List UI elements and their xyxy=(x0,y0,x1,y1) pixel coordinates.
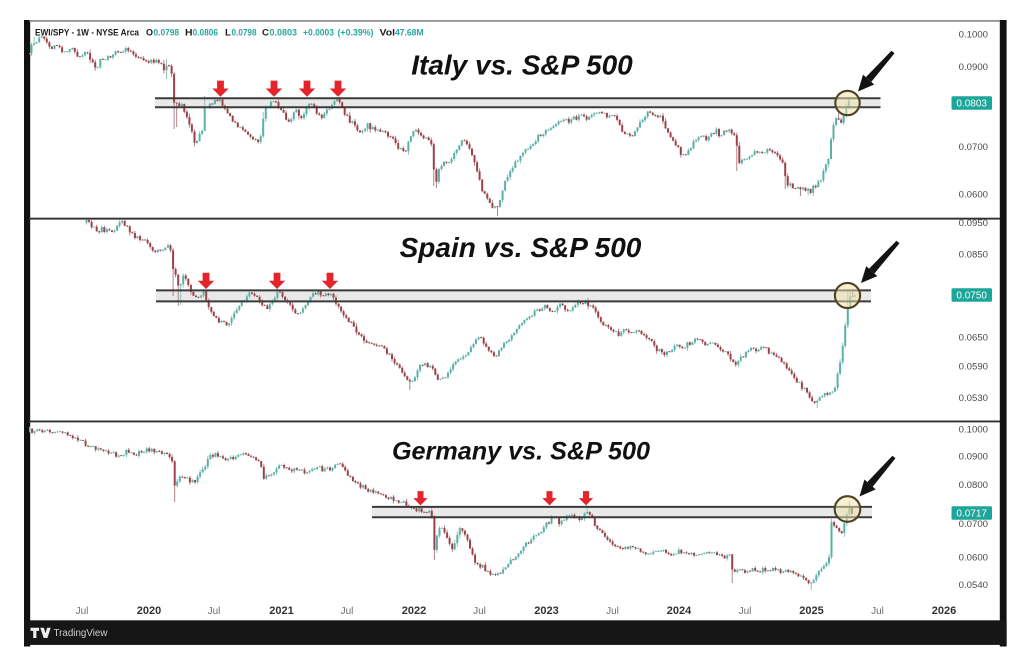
svg-text:+0.0003: +0.0003 xyxy=(303,27,334,38)
svg-text:Vol: Vol xyxy=(380,27,396,38)
svg-text:2020: 2020 xyxy=(137,605,161,617)
svg-text:Germany vs. S&P 500: Germany vs. S&P 500 xyxy=(392,438,650,466)
svg-text:0.1000: 0.1000 xyxy=(959,425,988,436)
svg-text:H: H xyxy=(185,27,193,38)
svg-text:0.1000: 0.1000 xyxy=(959,30,988,41)
svg-text:(+0.39%): (+0.39%) xyxy=(338,27,374,38)
svg-text:Spain vs. S&P 500: Spain vs. S&P 500 xyxy=(400,232,642,263)
svg-text:0.0700: 0.0700 xyxy=(959,142,988,153)
svg-text:0.0540: 0.0540 xyxy=(959,580,988,591)
svg-text:0.0806: 0.0806 xyxy=(193,27,219,38)
svg-text:0.0700: 0.0700 xyxy=(959,519,988,530)
svg-text:2025: 2025 xyxy=(799,605,823,617)
svg-text:L: L xyxy=(225,27,231,38)
svg-text:0.0850: 0.0850 xyxy=(959,250,988,261)
svg-text:EWI/SPY - 1W - NYSE Arca: EWI/SPY - 1W - NYSE Arca xyxy=(35,27,140,38)
svg-text:0.0600: 0.0600 xyxy=(959,553,988,564)
svg-text:47.68M: 47.68M xyxy=(395,27,424,38)
svg-text:0.0798: 0.0798 xyxy=(154,27,180,38)
svg-text:Jul: Jul xyxy=(871,606,884,617)
svg-text:Jul: Jul xyxy=(606,606,619,617)
svg-text:Jul: Jul xyxy=(473,606,486,617)
svg-text:0.0530: 0.0530 xyxy=(959,393,988,404)
svg-text:0.0590: 0.0590 xyxy=(959,362,988,373)
svg-text:2022: 2022 xyxy=(402,605,426,617)
svg-text:0.0600: 0.0600 xyxy=(959,190,988,201)
svg-text:2026: 2026 xyxy=(932,605,956,617)
svg-text:2023: 2023 xyxy=(534,605,558,617)
svg-text:0.0650: 0.0650 xyxy=(959,333,988,344)
svg-text:0.0803: 0.0803 xyxy=(956,99,987,110)
svg-text:0.0900: 0.0900 xyxy=(959,452,988,463)
svg-text:0.0750: 0.0750 xyxy=(956,291,987,302)
svg-text:0.0717: 0.0717 xyxy=(956,509,987,520)
svg-text:0.0803: 0.0803 xyxy=(270,27,298,38)
svg-text:Jul: Jul xyxy=(76,606,89,617)
svg-text:TradingView: TradingView xyxy=(54,628,109,639)
svg-text:2021: 2021 xyxy=(269,605,293,617)
svg-text:0.0798: 0.0798 xyxy=(232,27,258,38)
svg-text:2024: 2024 xyxy=(667,605,692,617)
svg-text:Italy vs. S&P 500: Italy vs. S&P 500 xyxy=(411,50,633,81)
svg-text:Jul: Jul xyxy=(208,606,221,617)
svg-text:O: O xyxy=(146,27,153,38)
svg-text:Jul: Jul xyxy=(341,606,354,617)
svg-text:Jul: Jul xyxy=(739,606,752,617)
svg-text:0.0950: 0.0950 xyxy=(959,218,988,229)
svg-text:0.0800: 0.0800 xyxy=(959,480,988,491)
svg-text:0.0900: 0.0900 xyxy=(959,62,988,73)
svg-text:C: C xyxy=(262,27,269,38)
